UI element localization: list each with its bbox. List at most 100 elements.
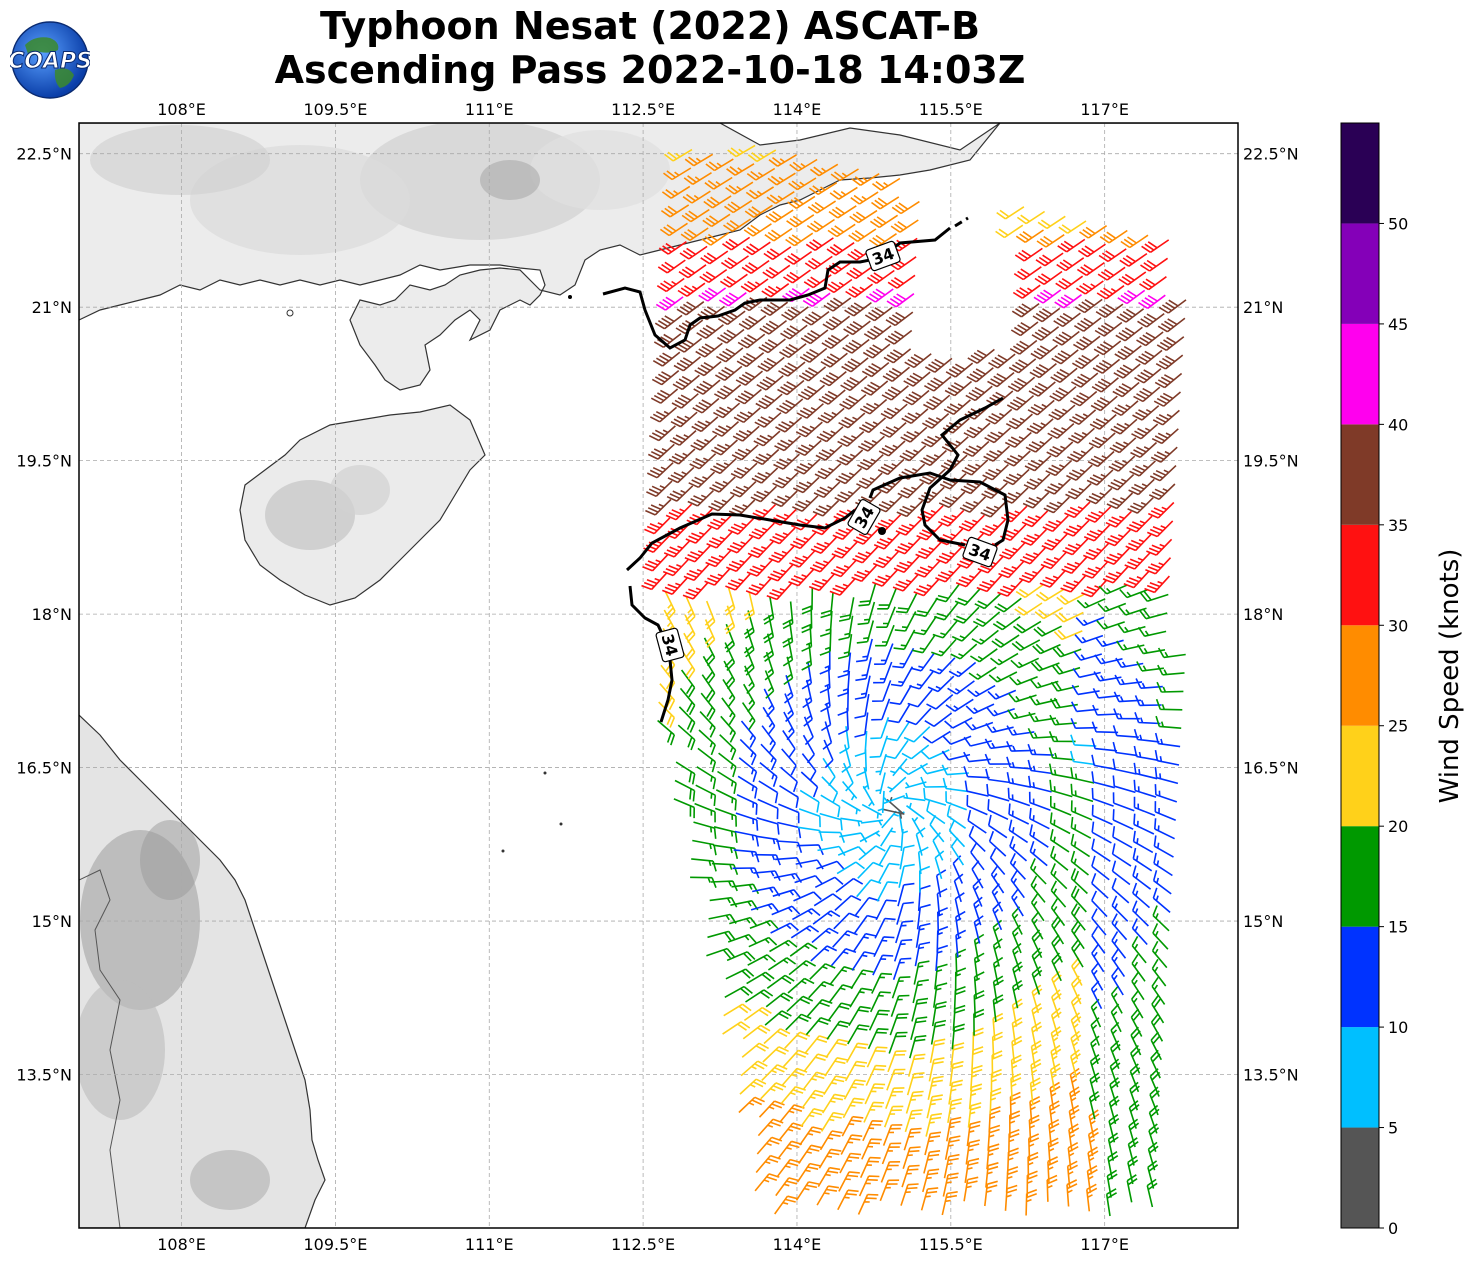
wind-barb xyxy=(1133,728,1160,743)
wind-barb xyxy=(750,902,780,913)
wind-barb xyxy=(1081,579,1107,598)
wind-barb xyxy=(863,325,892,340)
wind-barb xyxy=(924,712,953,727)
wind-barb xyxy=(764,670,775,699)
contour-label: 34 xyxy=(655,627,685,663)
wind-barb xyxy=(837,845,867,856)
wind-barb xyxy=(1111,913,1128,941)
wind-barb xyxy=(746,167,776,181)
wind-barb xyxy=(887,274,916,289)
wind-barb xyxy=(834,894,862,911)
wind-barb xyxy=(963,736,992,747)
wind-barb xyxy=(1125,534,1152,552)
wind-barb xyxy=(772,889,802,899)
wind-barb xyxy=(1049,1081,1061,1110)
wind-barb xyxy=(755,393,783,410)
wind-barb xyxy=(808,980,834,999)
wind-barb xyxy=(832,523,859,541)
wind-barb xyxy=(747,541,774,559)
wind-barb xyxy=(948,661,977,678)
wind-barb xyxy=(900,426,928,443)
wind-barb xyxy=(801,661,813,690)
wind-barb xyxy=(1116,640,1145,651)
wind-barb xyxy=(824,1057,848,1077)
wind-barb xyxy=(735,370,764,386)
wind-barb xyxy=(1075,280,1104,295)
wind-barb xyxy=(764,1010,792,1026)
wind-barb xyxy=(1070,833,1091,858)
wind-barb xyxy=(837,431,865,447)
wind-barb xyxy=(985,722,1014,734)
wind-barb xyxy=(1155,354,1184,370)
wind-barb xyxy=(695,784,717,806)
wind-barb xyxy=(758,780,779,804)
wind-barb xyxy=(665,503,693,521)
wind-barb xyxy=(802,292,831,307)
wind-barb xyxy=(906,1072,925,1096)
wind-barb xyxy=(1007,787,1031,807)
wind-barb xyxy=(1045,459,1073,477)
wind-barb xyxy=(763,246,792,261)
wind-barb xyxy=(1067,1141,1079,1170)
wind-barb xyxy=(913,615,938,636)
wind-barb xyxy=(889,1013,909,1036)
wind-barb xyxy=(1129,460,1156,477)
lon-tick-top: 117°E xyxy=(1080,100,1129,119)
axis-tick-labels: 108°E 108°E 109.5°E 109.5°E 111°E 111°E 112.5°… xyxy=(16,100,1298,1254)
wind-barb xyxy=(643,535,670,553)
wind-barb xyxy=(779,785,799,809)
wind-barb xyxy=(661,185,691,199)
colorbar-tick: 15 xyxy=(1388,918,1408,937)
wind-barb xyxy=(923,394,951,411)
wind-barb xyxy=(701,232,730,246)
wind-barb xyxy=(746,971,775,985)
wind-barb xyxy=(716,328,745,344)
wind-barb xyxy=(724,199,753,214)
wind-barb xyxy=(882,808,905,819)
wind-barb xyxy=(762,264,791,279)
wind-barb xyxy=(726,536,754,554)
colorbar-tick: 35 xyxy=(1388,516,1408,535)
wind-barb xyxy=(971,1046,984,1073)
wind-barb xyxy=(1077,243,1106,258)
wind-barb xyxy=(703,637,716,667)
wind-barb xyxy=(859,830,881,843)
wind-barb xyxy=(722,236,751,251)
colorbar-bin xyxy=(1341,625,1379,726)
wind-barb xyxy=(743,683,756,713)
wind-barb xyxy=(1091,377,1119,393)
wind-barb xyxy=(929,1038,946,1064)
wind-barb xyxy=(1012,942,1022,972)
wind-barb xyxy=(699,711,716,738)
34kt-contours xyxy=(568,216,1010,723)
wind-barb xyxy=(888,1031,908,1054)
wind-barb xyxy=(819,1130,843,1151)
wind-barb xyxy=(934,963,948,990)
wind-barb xyxy=(717,310,746,326)
wind-barb xyxy=(1018,565,1045,584)
wind-barb xyxy=(1050,863,1068,890)
wind-barb xyxy=(880,827,896,847)
wind-barb xyxy=(816,426,844,443)
wind-barb xyxy=(767,564,794,582)
wind-barb xyxy=(990,865,1005,894)
wind-barb xyxy=(875,899,897,921)
wind-barb xyxy=(808,182,838,196)
wind-barb xyxy=(660,204,690,218)
wind-barb xyxy=(760,1082,787,1100)
wind-barb xyxy=(1105,1188,1118,1217)
wind-barb xyxy=(1109,1058,1121,1088)
wind-barb xyxy=(728,499,756,517)
wind-barb xyxy=(1015,229,1044,243)
wind-barb xyxy=(713,402,741,419)
wind-barb xyxy=(691,858,717,872)
wind-barb xyxy=(959,496,987,513)
wind-barb xyxy=(790,532,817,550)
wind-barb xyxy=(1009,852,1026,880)
wind-barb xyxy=(922,1168,940,1193)
wind-barb xyxy=(651,369,680,386)
wind-barb xyxy=(882,366,911,383)
wind-barb xyxy=(1005,413,1033,430)
wind-barb xyxy=(1128,1100,1140,1129)
wind-barb xyxy=(810,945,838,962)
